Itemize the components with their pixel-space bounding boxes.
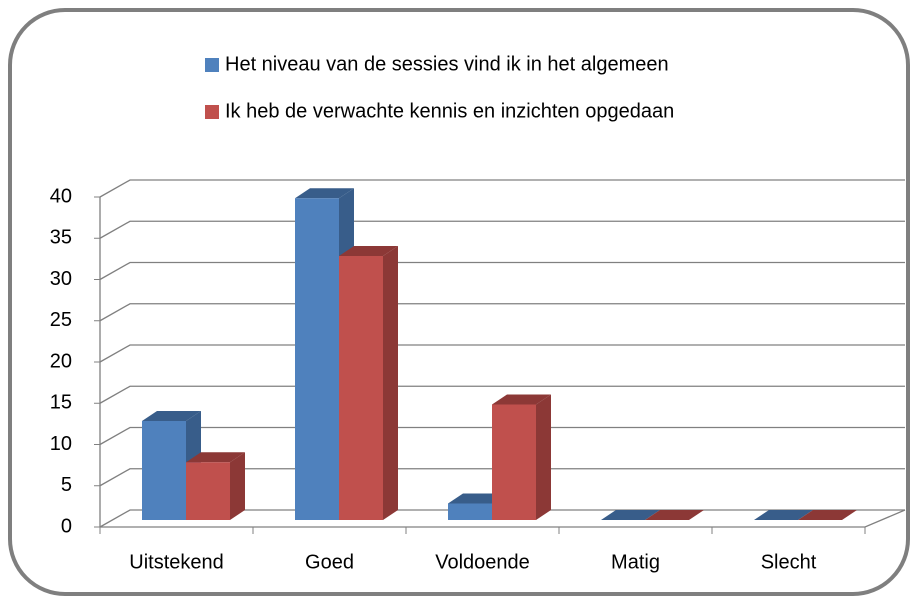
x-tick-label: Voldoende <box>435 551 530 573</box>
grid-line <box>99 179 905 198</box>
bar-top <box>339 246 398 256</box>
y-tick-label: 20 <box>50 350 72 372</box>
bar-side <box>230 452 245 520</box>
bar-side <box>383 246 398 520</box>
x-tick-label: Goed <box>305 551 354 573</box>
grid-line <box>99 385 905 404</box>
y-tick-label: 5 <box>61 474 72 496</box>
y-tick-label: 40 <box>50 185 72 207</box>
bar <box>186 462 230 520</box>
grid-line <box>99 303 905 322</box>
legend-swatch <box>205 58 219 72</box>
legend-label: Ik heb de verwachte kennis en inzichten … <box>225 100 674 122</box>
bar-top <box>645 510 704 520</box>
bar-top <box>798 510 857 520</box>
bar <box>339 256 383 520</box>
legend-label: Het niveau van de sessies vind ik in het… <box>225 53 669 75</box>
bar-top <box>295 188 354 199</box>
bar <box>142 421 186 520</box>
bar-top <box>754 510 813 520</box>
x-tick-label: Matig <box>611 551 660 573</box>
grid-line <box>99 468 905 487</box>
grid-line <box>99 344 905 363</box>
x-tick-label: Uitstekend <box>129 551 224 573</box>
y-tick-label: 10 <box>50 433 72 455</box>
grid-line <box>99 426 905 446</box>
chart-frame <box>8 8 910 596</box>
grid-line <box>99 261 905 281</box>
bar-top <box>601 510 660 520</box>
bar <box>295 198 339 520</box>
y-tick-label: 30 <box>50 268 72 290</box>
y-tick-label: 25 <box>50 309 72 331</box>
bar <box>448 503 492 520</box>
bar-top <box>142 411 201 421</box>
y-tick-label: 15 <box>50 392 72 414</box>
bar-side <box>536 394 551 520</box>
grid-line <box>99 220 905 239</box>
bar <box>492 404 536 520</box>
y-tick-label: 0 <box>61 515 72 537</box>
y-tick-label: 35 <box>50 227 72 249</box>
legend-swatch <box>205 105 219 119</box>
x-tick-label: Slecht <box>761 551 817 573</box>
bar-top <box>492 394 551 405</box>
bar-top <box>186 452 245 463</box>
